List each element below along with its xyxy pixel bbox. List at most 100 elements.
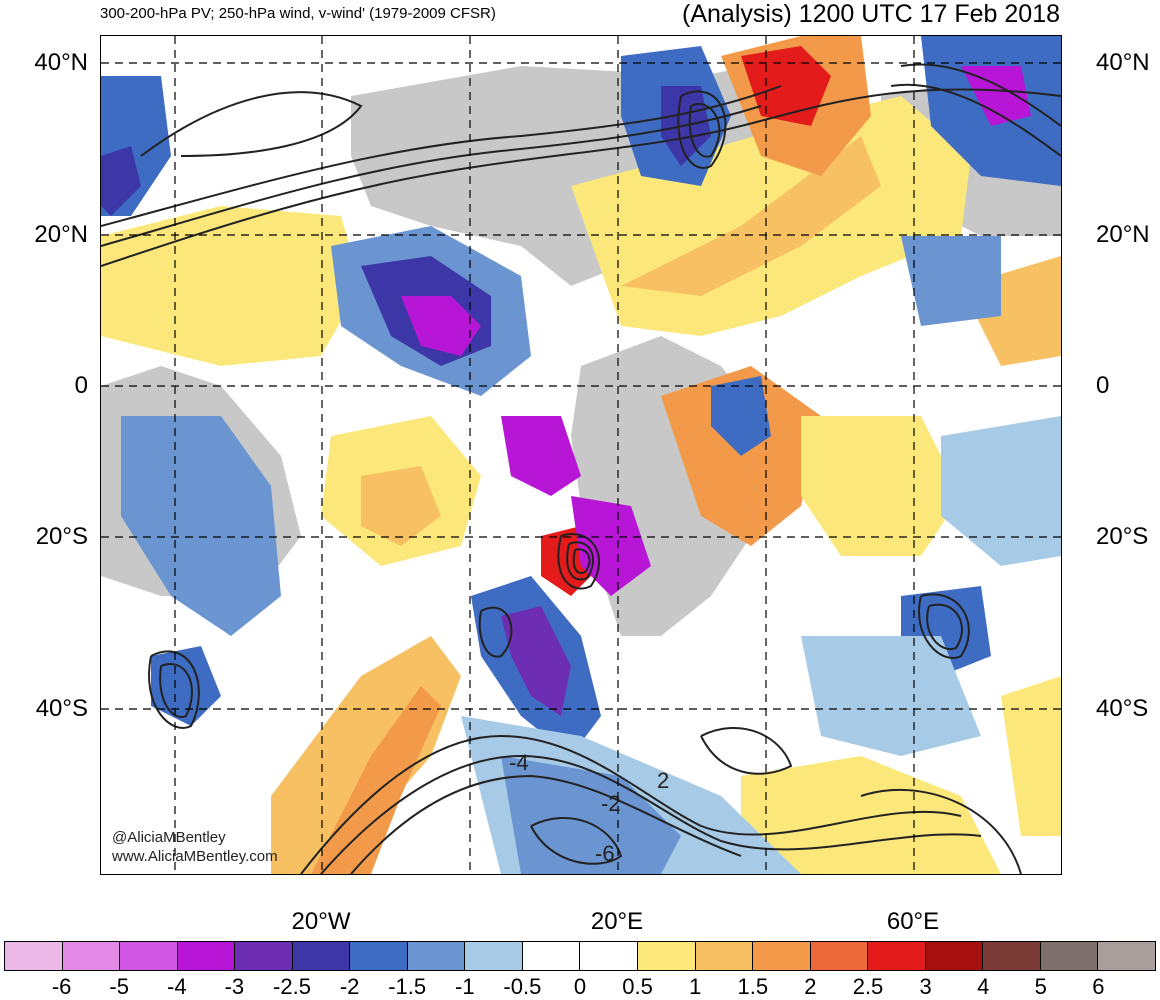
colorbar-swatch — [1040, 942, 1099, 970]
colorbar-tick-label: -1 — [455, 974, 475, 999]
pv-negative-sw-atl — [121, 416, 281, 636]
contour-sa-loop-3 — [572, 548, 591, 574]
pv-positive-south-atl-dark — [311, 686, 441, 874]
colorbar-swatch — [465, 942, 523, 970]
contour-ne-1 — [900, 63, 1061, 127]
pv-negative-east-africa — [711, 376, 771, 456]
colorbar-tick-label: 1 — [689, 974, 702, 999]
pv-shading — [101, 36, 1061, 874]
pv-positive-indian — [801, 416, 961, 556]
pv-positive-40n-core — [741, 46, 831, 126]
colorbar-tick-label: 2 — [804, 974, 817, 999]
lat-label-left-20s: 20°S — [35, 523, 88, 550]
contour-satl-loop — [478, 606, 513, 658]
colorbar-tick-label: 2.5 — [852, 974, 884, 999]
lat-label-right-40s: 40°S — [1096, 695, 1149, 722]
contour-sw-loop-2 — [159, 663, 193, 718]
contour-sw-loop-1 — [148, 650, 200, 729]
colorbar-swatch — [925, 942, 984, 970]
contour-ne-2 — [890, 83, 1061, 157]
contour-label-neg2: -2 — [601, 791, 621, 816]
lat-label-right-eq: 0 — [1096, 372, 1110, 399]
pv-negative-far-south-east — [801, 636, 981, 756]
colorbar-tick-label: -2.5 — [273, 974, 311, 999]
colorbar-tick-label: 3 — [919, 974, 932, 999]
pv-positive-far-east-south — [1001, 676, 1061, 836]
contour-label-neg6: -6 — [595, 841, 615, 866]
lat-label-right-20n: 20°N — [1096, 221, 1150, 248]
pv-positive-mid-atl-orange — [361, 466, 441, 546]
contour-south-2 — [320, 754, 982, 874]
contour-n-loop-1 — [677, 90, 727, 169]
colorbar-tick-label: -1.5 — [388, 974, 427, 999]
colorbar-tick-label: -0.5 — [503, 974, 542, 999]
pv-negative-far-east — [941, 416, 1061, 566]
lat-label-left-40n: 40°N — [34, 49, 88, 76]
pv-negative-sw-atl-core — [151, 646, 221, 726]
contour-n-loop-2 — [688, 103, 721, 158]
credit-handle: @AliciaMBentley — [112, 829, 226, 846]
contour-indian-loop-1 — [918, 593, 970, 659]
colorbar-tick-label: 6 — [1092, 974, 1105, 999]
lon-label-60e: 60°E — [886, 908, 940, 935]
colorbar-swatch — [753, 942, 811, 970]
contour-south-1 — [300, 734, 962, 874]
colorbar-tick-label: -6 — [51, 974, 72, 999]
colorbar-tick-label: 0 — [573, 974, 587, 999]
colorbar-swatch — [868, 942, 926, 970]
colorbar-swatch — [1098, 942, 1155, 970]
colorbar-swatch — [695, 942, 754, 970]
pv-negative-west-africa-purple — [401, 296, 481, 356]
contour-south-5 — [860, 788, 1022, 874]
credit-website: www.AliciaMBentley.com — [112, 848, 278, 865]
contour-jet-north-4 — [140, 91, 363, 157]
contour-jet-north-1 — [101, 88, 1061, 267]
colorbar-tick-label: -4 — [167, 974, 187, 999]
colorbar-tick-label: -3 — [224, 974, 245, 999]
colorbar-swatch — [580, 942, 639, 970]
colorbar-tick-label: -2 — [339, 974, 360, 999]
pv-negative-indian-east — [901, 236, 1001, 326]
pv-positive-trop-atl — [101, 206, 361, 366]
contour-jet-north-3 — [101, 85, 782, 227]
colorbar-swatch — [407, 942, 466, 970]
pv-positive-south-indian — [741, 756, 1001, 874]
contour-south-6 — [700, 727, 793, 775]
map-title-left: 300-200-hPa PV; 250-hPa wind, v-wind' (1… — [100, 5, 496, 22]
colorbar-tick-label: -5 — [109, 974, 129, 999]
colorbar-swatch — [120, 942, 178, 970]
lon-label-20w: 20°W — [291, 908, 351, 935]
colorbar-swatch — [177, 942, 236, 970]
colorbar-swatch — [810, 942, 869, 970]
pv-negative-nw-core — [101, 146, 141, 216]
lat-label-right-20s: 20°S — [1096, 523, 1149, 550]
colorbar-swatch — [350, 942, 408, 970]
contour-jet-north-2 — [101, 105, 762, 247]
contour-label-neg4: -4 — [509, 750, 529, 775]
lat-label-right-40n: 40°N — [1096, 49, 1150, 76]
colorbar-tick-label: 5 — [1034, 974, 1047, 999]
colorbar-swatch — [62, 942, 121, 970]
lat-label-left-40s: 40°S — [35, 695, 88, 722]
lon-label-20e: 20°E — [590, 908, 644, 935]
pv-positive-band-africa-orange — [621, 136, 881, 296]
pv-negative-south-atl-core — [501, 606, 571, 716]
colorbar-tick-label: 0.5 — [622, 974, 653, 999]
colorbar-swatch — [638, 942, 696, 970]
contour-lines — [101, 63, 1061, 874]
colorbar-tick-label: 1.5 — [737, 974, 769, 999]
map-graphic: -4 2 -2 -6 — [101, 36, 1061, 874]
pv-negative-gulf-guinea — [501, 416, 581, 496]
contour-south-3 — [350, 774, 742, 874]
pv-colorbar — [4, 941, 1156, 971]
pv-positive-south-atl — [271, 636, 461, 874]
lat-label-left-eq: 0 — [74, 372, 88, 399]
colorbar-swatch — [5, 942, 63, 970]
pv-negative-south-band-mid — [501, 756, 681, 874]
colorbar-swatch — [292, 942, 351, 970]
map-title-right: (Analysis) 1200 UTC 17 Feb 2018 — [682, 0, 1060, 28]
contour-south-4 — [530, 817, 623, 865]
graticule — [101, 36, 1061, 874]
colorbar-swatch — [983, 942, 1041, 970]
map-panel: -4 2 -2 -6 — [100, 35, 1062, 875]
